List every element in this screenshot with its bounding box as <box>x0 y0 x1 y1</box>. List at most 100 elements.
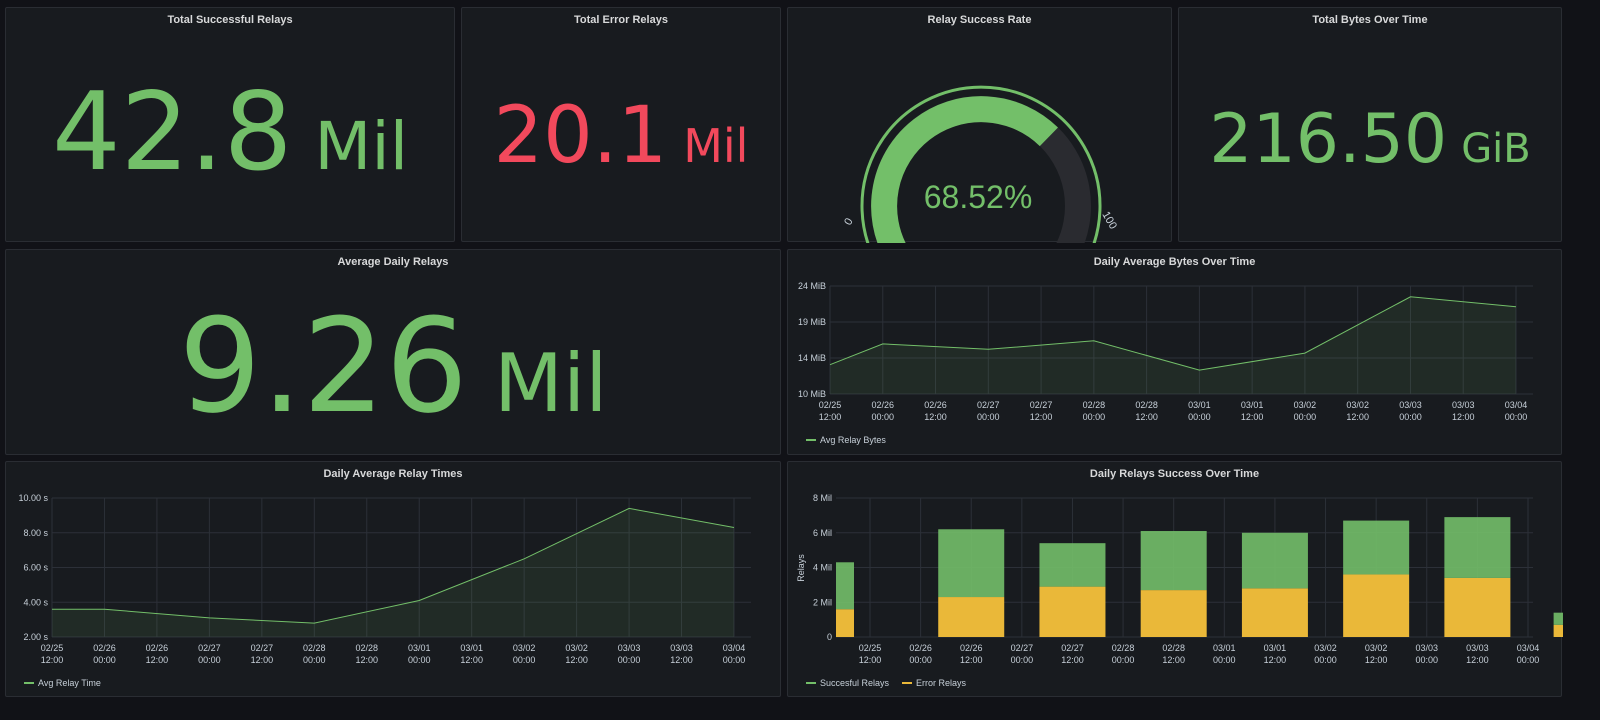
x-tick-label: 02/28 <box>1112 643 1135 653</box>
x-tick-label: 02/26 <box>93 643 116 653</box>
bar-error-relays <box>1343 574 1410 637</box>
x-tick-label: 02/26 <box>872 400 895 410</box>
stat-panel-total-bytes[interactable]: Total Bytes Over Time 216.50 GiB <box>1178 7 1562 242</box>
x-tick-label: 03/04 <box>723 643 746 653</box>
x-tick-label: 00:00 <box>303 655 326 665</box>
x-tick-label: 02/26 <box>924 400 947 410</box>
x-tick-label: 00:00 <box>1011 655 1034 665</box>
y-tick-label: 4 Mil <box>813 563 832 573</box>
x-tick-label: 02/28 <box>1162 643 1185 653</box>
bar-successful-relays <box>836 562 854 610</box>
x-tick-label: 02/27 <box>1011 643 1034 653</box>
y-tick-label: 2.00 s <box>23 632 48 642</box>
gauge-max-label: 100 <box>1099 210 1119 232</box>
x-tick-label: 12:00 <box>146 655 169 665</box>
x-tick-label: 12:00 <box>1264 655 1287 665</box>
x-tick-label: 00:00 <box>1517 655 1540 665</box>
y-tick-label: 6 Mil <box>813 528 832 538</box>
bar-error-relays <box>1140 590 1207 637</box>
x-tick-label: 02/27 <box>251 643 274 653</box>
x-tick-label: 12:00 <box>960 655 983 665</box>
success-chart-svg: 0 2 Mil 4 Mil 6 Mil 8 Mil 02/25 12:00 02/26 00:0… <box>796 493 1563 688</box>
x-tick-label: 03/01 <box>1241 400 1264 410</box>
x-tick-label: 00:00 <box>1505 412 1528 422</box>
y-tick-label: 8.00 s <box>23 528 48 538</box>
y-tick-label: 8 Mil <box>813 493 832 503</box>
panel-title: Daily Average Bytes Over Time <box>1093 256 1256 268</box>
legend-label: Avg Relay Time <box>38 678 101 688</box>
series-area <box>830 296 1516 394</box>
x-tick-label: 02/25 <box>819 400 842 410</box>
stat-value: 216.50 <box>1209 100 1448 179</box>
legend-label: Succesful Relays <box>820 678 890 688</box>
bar-successful-relays <box>1241 532 1308 589</box>
x-tick-label: 03/02 <box>1294 400 1317 410</box>
stat-unit: Mil <box>314 108 409 185</box>
gauge-value: 68.52% <box>924 179 1033 215</box>
y-tick-label: 19 MiB <box>798 317 826 327</box>
bar-successful-relays <box>1553 612 1563 625</box>
x-tick-label: 02/28 <box>1083 400 1106 410</box>
x-tick-label: 03/03 <box>1416 643 1439 653</box>
bar-error-relays <box>938 597 1005 637</box>
x-tick-label: 00:00 <box>408 655 431 665</box>
stat-unit: GiB <box>1461 126 1531 172</box>
stat-value: 9.26 <box>178 290 468 442</box>
x-tick-label: 03/04 <box>1517 643 1540 653</box>
x-tick-label: 02/25 <box>41 643 64 653</box>
panel-title: Relay Success Rate <box>927 14 1032 26</box>
times-chart-svg: 2.00 s 4.00 s 6.00 s 8.00 s 10.00 s 02/25 12:0… <box>18 493 751 688</box>
chart-panel-bytes[interactable]: Daily Average Bytes Over Time 10 MiB 14 M… <box>787 249 1562 455</box>
bar-successful-relays <box>1039 543 1106 587</box>
x-tick-label: 00:00 <box>1416 655 1439 665</box>
panel-title: Total Bytes Over Time <box>1312 14 1428 26</box>
legend-label: Avg Relay Bytes <box>820 435 886 445</box>
y-tick-label: 0 <box>827 632 832 642</box>
stat-unit: Mil <box>683 119 749 173</box>
bar-successful-relays <box>1444 517 1511 578</box>
stat-panel-total-error[interactable]: Total Error Relays 20.1 Mil <box>461 7 781 242</box>
panel-title: Daily Average Relay Times <box>323 468 463 480</box>
x-tick-label: 00:00 <box>1399 412 1422 422</box>
x-tick-label: 03/03 <box>1466 643 1489 653</box>
x-tick-label: 12:00 <box>819 412 842 422</box>
x-tick-label: 02/25 <box>859 643 882 653</box>
x-tick-label: 03/01 <box>1213 643 1236 653</box>
stat-panel-total-successful[interactable]: Total Successful Relays 42.8 Mil <box>5 7 455 242</box>
x-tick-label: 03/03 <box>618 643 641 653</box>
x-tick-label: 12:00 <box>1135 412 1158 422</box>
stat-panel-average-daily[interactable]: Average Daily Relays 9.26 Mil <box>5 249 781 455</box>
bar-error-relays <box>1241 588 1308 637</box>
x-tick-label: 00:00 <box>1112 655 1135 665</box>
x-tick-label: 12:00 <box>1241 412 1264 422</box>
x-tick-label: 12:00 <box>251 655 274 665</box>
x-tick-label: 03/02 <box>513 643 536 653</box>
x-tick-label: 00:00 <box>1083 412 1106 422</box>
bar-error-relays <box>1444 577 1511 637</box>
x-tick-label: 00:00 <box>1314 655 1337 665</box>
x-tick-label: 03/01 <box>460 643 483 653</box>
gauge-fill <box>871 96 1058 243</box>
x-tick-label: 02/27 <box>1061 643 1084 653</box>
chart-panel-success[interactable]: Daily Relays Success Over Time 0 2 Mil 4 M… <box>787 461 1563 697</box>
gauge-threshold-ring <box>860 85 1102 243</box>
series-line <box>52 507 735 624</box>
x-tick-label: 03/04 <box>1505 400 1528 410</box>
x-tick-label: 02/27 <box>1030 400 1053 410</box>
x-tick-label: 00:00 <box>909 655 932 665</box>
panel-title: Average Daily Relays <box>337 256 449 268</box>
x-tick-label: 12:00 <box>1061 655 1084 665</box>
panel-title: Total Error Relays <box>574 14 668 26</box>
x-tick-label: 12:00 <box>1346 412 1369 422</box>
bar-error-relays <box>1039 586 1106 637</box>
x-tick-label: 03/01 <box>408 643 431 653</box>
x-tick-label: 00:00 <box>723 655 746 665</box>
x-tick-label: 00:00 <box>513 655 536 665</box>
x-tick-label: 03/03 <box>1399 400 1422 410</box>
y-tick-label: 2 Mil <box>813 597 832 607</box>
gauge-panel-success-rate[interactable]: Relay Success Rate 0 100 68.52% <box>787 7 1172 243</box>
chart-panel-times[interactable]: Daily Average Relay Times 2.00 s 4.00 s 6.… <box>5 461 781 697</box>
x-tick-label: 02/27 <box>198 643 221 653</box>
x-tick-label: 12:00 <box>1162 655 1185 665</box>
stat-unit: Mil <box>493 337 608 430</box>
